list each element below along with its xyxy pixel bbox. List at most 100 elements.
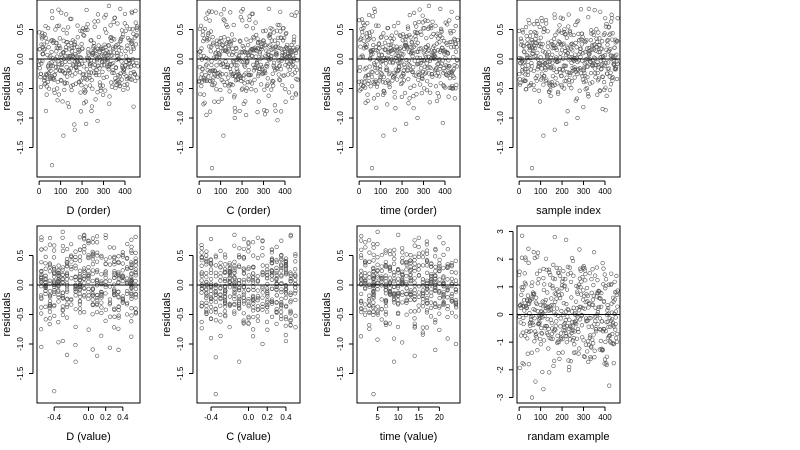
data-point: [265, 304, 270, 309]
data-point: [368, 84, 373, 89]
data-point: [241, 277, 247, 283]
data-point: [372, 62, 377, 68]
data-point: [283, 283, 289, 288]
data-point: [135, 64, 140, 69]
data-point: [96, 34, 101, 40]
data-point: [48, 54, 53, 59]
data-point: [283, 263, 288, 268]
data-point: [274, 307, 279, 312]
x-axis-random-example: 0 100 200 300 400: [517, 406, 612, 422]
y-tick-label: -0.5: [176, 81, 185, 95]
data-point: [130, 27, 135, 32]
data-point: [209, 59, 214, 64]
data-point: [538, 342, 543, 347]
data-point: [378, 76, 383, 81]
data-point: [47, 303, 52, 308]
data-point: [383, 61, 389, 66]
data-point: [585, 64, 590, 69]
data-point: [359, 291, 364, 297]
data-point: [90, 291, 95, 296]
data-point: [580, 274, 585, 280]
data-point: [551, 67, 556, 72]
data-point: [232, 105, 237, 111]
data-point: [260, 263, 265, 268]
data-point: [371, 304, 376, 309]
data-point: [109, 84, 114, 89]
data-point: [95, 12, 101, 17]
data-point: [96, 43, 101, 48]
data-point: [251, 327, 256, 332]
data-point: [48, 63, 54, 68]
data-point: [599, 66, 604, 71]
data-point: [523, 333, 528, 338]
data-point: [583, 271, 588, 277]
data-point: [565, 264, 570, 269]
data-point: [230, 46, 235, 51]
data-point: [77, 258, 83, 263]
data-point: [517, 82, 523, 88]
data-point: [581, 104, 586, 110]
data-point: [402, 62, 407, 67]
data-point: [549, 39, 554, 44]
data-point: [551, 65, 556, 70]
data-point: [560, 276, 566, 282]
data-point: [363, 73, 369, 79]
data-point: [94, 234, 100, 239]
data-point: [525, 69, 531, 74]
data-point: [598, 89, 603, 94]
data-point: [263, 43, 268, 48]
data-point: [199, 326, 204, 331]
data-point: [265, 64, 270, 69]
data-point: [569, 79, 575, 84]
data-point: [447, 64, 452, 69]
data-point: [232, 93, 237, 98]
data-point: [246, 265, 251, 270]
data-point: [562, 283, 567, 288]
data-point: [288, 292, 293, 298]
data-point: [532, 43, 537, 48]
data-point: [255, 314, 260, 319]
data-point: [210, 42, 215, 47]
data-point: [204, 295, 209, 300]
data-point: [43, 108, 49, 114]
data-point: [199, 250, 204, 255]
data-point: [582, 354, 587, 360]
data-point: [135, 24, 140, 29]
data-point: [116, 326, 121, 331]
data-point: [73, 257, 78, 263]
data-point: [608, 70, 613, 75]
data-point: [69, 254, 74, 260]
data-point: [613, 309, 619, 314]
data-point: [387, 275, 393, 280]
data-point: [122, 21, 127, 26]
data-point: [590, 80, 595, 85]
data-point: [206, 37, 211, 42]
data-point: [596, 30, 601, 35]
data-point: [517, 77, 522, 82]
data-point: [255, 288, 260, 293]
data-point-extreme: [564, 237, 569, 242]
data-point: [533, 33, 539, 38]
data-point: [571, 327, 576, 333]
data-point: [562, 320, 568, 326]
data-point: [412, 309, 417, 314]
data-point: [99, 290, 104, 295]
data-point: [81, 285, 87, 291]
data-point: [367, 36, 372, 41]
data-point: [555, 306, 560, 311]
data-point: [268, 42, 273, 47]
y-tick-label: 0.0: [16, 279, 25, 291]
data-point: [199, 283, 204, 289]
data-point: [264, 48, 269, 53]
plot-frame: [196, 225, 301, 404]
x-axis-time-value: 5 10 15 20: [375, 406, 444, 422]
data-point: [223, 48, 228, 53]
data-point: [552, 12, 557, 17]
data-point: [359, 247, 364, 252]
data-point: [88, 70, 93, 75]
data-point: [416, 290, 421, 295]
data-point: [574, 336, 579, 341]
data-point: [524, 312, 529, 318]
x-axis-time-order: 0 100 200 300 400: [357, 180, 452, 196]
